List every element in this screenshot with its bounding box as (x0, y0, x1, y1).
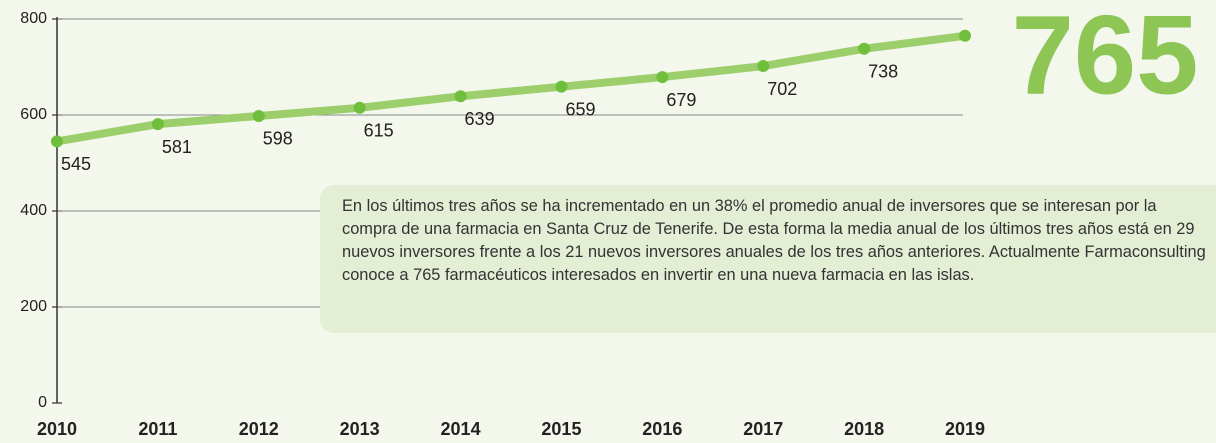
data-label: 679 (666, 90, 696, 110)
x-tick-label: 2011 (138, 419, 177, 439)
x-tick-label: 2015 (541, 419, 581, 439)
x-tick-label: 2018 (844, 419, 884, 439)
data-label: 545 (61, 154, 91, 174)
y-tick-label: 800 (20, 10, 47, 27)
x-tick-label: 2012 (239, 419, 279, 439)
x-tick-label: 2017 (743, 419, 783, 439)
y-tick-label: 200 (20, 298, 47, 315)
y-tick-label: 600 (20, 106, 47, 123)
x-tick-label: 2019 (945, 419, 985, 439)
x-tick-label: 2016 (642, 419, 682, 439)
data-point (656, 71, 669, 84)
data-label: 581 (162, 137, 192, 157)
data-label: 738 (868, 62, 898, 82)
data-point (555, 80, 568, 93)
data-point (151, 118, 164, 131)
highlight-value: 765 (1012, 0, 1199, 118)
x-tick-label: 2013 (340, 419, 380, 439)
data-point (51, 135, 63, 148)
data-point (959, 29, 971, 42)
data-label: 659 (565, 99, 595, 119)
data-label: 702 (767, 79, 797, 99)
annotation: En los últimos tres años se ha increment… (320, 185, 1216, 333)
data-point (353, 101, 366, 114)
data-point (454, 90, 467, 103)
x-tick-label: 2010 (37, 419, 77, 439)
data-point (252, 109, 265, 122)
y-tick-label: 0 (38, 394, 47, 411)
data-label: 615 (364, 121, 394, 141)
data-label: 598 (263, 129, 293, 149)
data-label: 639 (465, 109, 495, 129)
data-point (757, 60, 770, 73)
x-tick-label: 2014 (441, 419, 481, 439)
series-line (53, 31, 969, 146)
data-point (858, 42, 871, 55)
y-tick-label: 400 (20, 202, 47, 219)
